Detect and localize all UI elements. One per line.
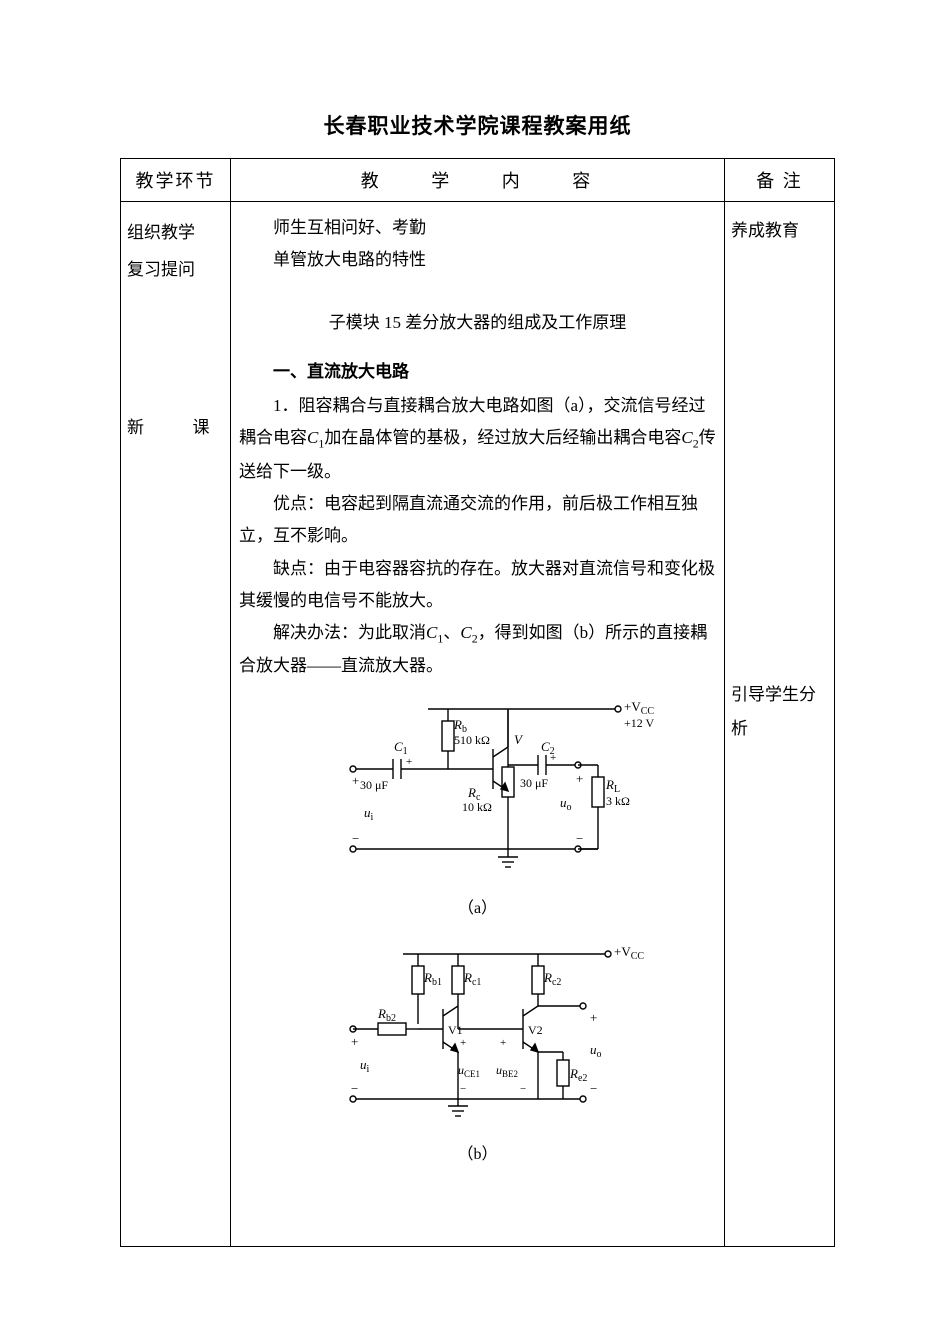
svg-text:30 μF: 30 μF bbox=[360, 778, 388, 792]
svg-text:uo: uo bbox=[560, 795, 572, 813]
circuit-b-svg: Rb1 Rc1 Rc2 Rb2 Re2 V1 V2 uCE1 uBE2 +VCC… bbox=[308, 934, 648, 1124]
svg-text:V: V bbox=[514, 732, 524, 747]
svg-text:+: + bbox=[406, 756, 412, 768]
svg-text:uCE1: uCE1 bbox=[458, 1063, 480, 1079]
right-note-1: 养成教育 bbox=[731, 214, 828, 248]
left-cell: 组织教学 复习提问 新 课 bbox=[121, 202, 231, 1247]
svg-text:−: − bbox=[460, 1083, 466, 1095]
svg-text:+: + bbox=[550, 752, 556, 764]
svg-text:C1: C1 bbox=[394, 739, 408, 757]
c2sym2: C bbox=[460, 623, 471, 642]
left-item-3a: 新 bbox=[127, 418, 144, 437]
content-line-2: 单管放大电路的特性 bbox=[239, 244, 716, 276]
hdr-right: 备 注 bbox=[725, 159, 835, 202]
figure-a-label: （a） bbox=[239, 894, 716, 924]
svg-text:3 kΩ: 3 kΩ bbox=[606, 794, 630, 808]
para-3: 缺点：由于电容器容抗的存在。放大器对直流信号和变化极其缓慢的电信号不能放大。 bbox=[239, 553, 716, 618]
right-cell: 养成教育 引导学生分析 bbox=[725, 202, 835, 1247]
left-item-1: 组织教学 bbox=[127, 214, 224, 251]
svg-text:+VCC: +VCC bbox=[624, 699, 654, 717]
table-header-row: 教学环节 教 学 内 容 备 注 bbox=[121, 159, 835, 202]
page: 长春职业技术学院课程教案用纸 教学环节 教 学 内 容 备 注 组织教学 复习提… bbox=[0, 0, 945, 1337]
para-4: 解决办法：为此取消C1、C2，得到如图（b）所示的直接耦合放大器——直流放大器。 bbox=[239, 617, 716, 682]
para-2: 优点：电容起到隔直流通交流的作用，前后极工作相互独立，互不影响。 bbox=[239, 488, 716, 553]
svg-text:−: − bbox=[352, 831, 359, 846]
svg-text:−: − bbox=[590, 1081, 597, 1096]
left-item-3b: 课 bbox=[193, 418, 210, 437]
section-1-title: 一、直流放大电路 bbox=[239, 356, 716, 388]
svg-text:−: − bbox=[351, 1081, 358, 1096]
svg-text:+: + bbox=[351, 1034, 358, 1049]
svg-text:RL: RL bbox=[605, 777, 620, 795]
p4b: 、 bbox=[443, 623, 460, 642]
c1sym: C bbox=[307, 428, 318, 447]
right-note-2: 引导学生分析 bbox=[731, 678, 828, 746]
table-body-row: 组织教学 复习提问 新 课 师生互相问好、考勤 单管放大电路的特性 子模块 15… bbox=[121, 202, 835, 1247]
svg-text:−: − bbox=[520, 1083, 526, 1095]
svg-text:−: − bbox=[576, 831, 583, 846]
svg-text:+: + bbox=[500, 1037, 506, 1049]
c2sym: C bbox=[681, 428, 692, 447]
svg-text:V1: V1 bbox=[448, 1023, 463, 1037]
svg-text:Rc2: Rc2 bbox=[543, 970, 561, 988]
svg-text:V2: V2 bbox=[528, 1023, 543, 1037]
hdr-mid: 教 学 内 容 bbox=[231, 159, 725, 202]
c1sym2: C bbox=[426, 623, 437, 642]
circuit-a-svg: Rb 510 kΩ C1 30 μF V C2 30 μF Rc 10 kΩ R… bbox=[298, 689, 658, 879]
left-item-3: 新 课 bbox=[127, 409, 224, 446]
p4a: 解决办法：为此取消 bbox=[273, 623, 426, 642]
svg-text:+VCC: +VCC bbox=[614, 944, 644, 962]
svg-text:+: + bbox=[460, 1037, 466, 1049]
svg-text:ui: ui bbox=[364, 805, 374, 823]
svg-text:Rb2: Rb2 bbox=[377, 1006, 396, 1024]
para-1: 1．阻容耦合与直接耦合放大电路如图（a），交流信号经过耦合电容C1加在晶体管的基… bbox=[239, 390, 716, 488]
content-line-1: 师生互相问好、考勤 bbox=[239, 212, 716, 244]
svg-text:Re2: Re2 bbox=[569, 1066, 587, 1084]
svg-text:uBE2: uBE2 bbox=[496, 1063, 518, 1079]
svg-text:+: + bbox=[590, 1010, 597, 1025]
hdr-left: 教学环节 bbox=[121, 159, 231, 202]
figure-b: Rb1 Rc1 Rc2 Rb2 Re2 V1 V2 uCE1 uBE2 +VCC… bbox=[239, 934, 716, 1170]
left-item-2: 复习提问 bbox=[127, 251, 224, 288]
lesson-table: 教学环节 教 学 内 容 备 注 组织教学 复习提问 新 课 师生互相问好、考勤… bbox=[120, 158, 835, 1247]
svg-text:10 kΩ: 10 kΩ bbox=[462, 800, 492, 814]
svg-text:+12 V: +12 V bbox=[624, 716, 655, 730]
figure-a: Rb 510 kΩ C1 30 μF V C2 30 μF Rc 10 kΩ R… bbox=[239, 689, 716, 925]
svg-text:Rc1: Rc1 bbox=[463, 970, 481, 988]
content-cell: 师生互相问好、考勤 单管放大电路的特性 子模块 15 差分放大器的组成及工作原理… bbox=[231, 202, 725, 1247]
p1b: 加在晶体管的基极，经过放大后经输出耦合电容 bbox=[324, 428, 681, 447]
doc-title: 长春职业技术学院课程教案用纸 bbox=[120, 110, 835, 140]
svg-text:uo: uo bbox=[590, 1042, 602, 1060]
svg-text:30 μF: 30 μF bbox=[520, 776, 548, 790]
svg-text:ui: ui bbox=[360, 1057, 370, 1075]
svg-text:+: + bbox=[352, 773, 359, 788]
module-title: 子模块 15 差分放大器的组成及工作原理 bbox=[239, 307, 716, 339]
figure-b-label: （b） bbox=[239, 1140, 716, 1170]
svg-text:Rb1: Rb1 bbox=[423, 970, 442, 988]
svg-text:510 kΩ: 510 kΩ bbox=[454, 733, 490, 747]
svg-text:+: + bbox=[576, 771, 583, 786]
